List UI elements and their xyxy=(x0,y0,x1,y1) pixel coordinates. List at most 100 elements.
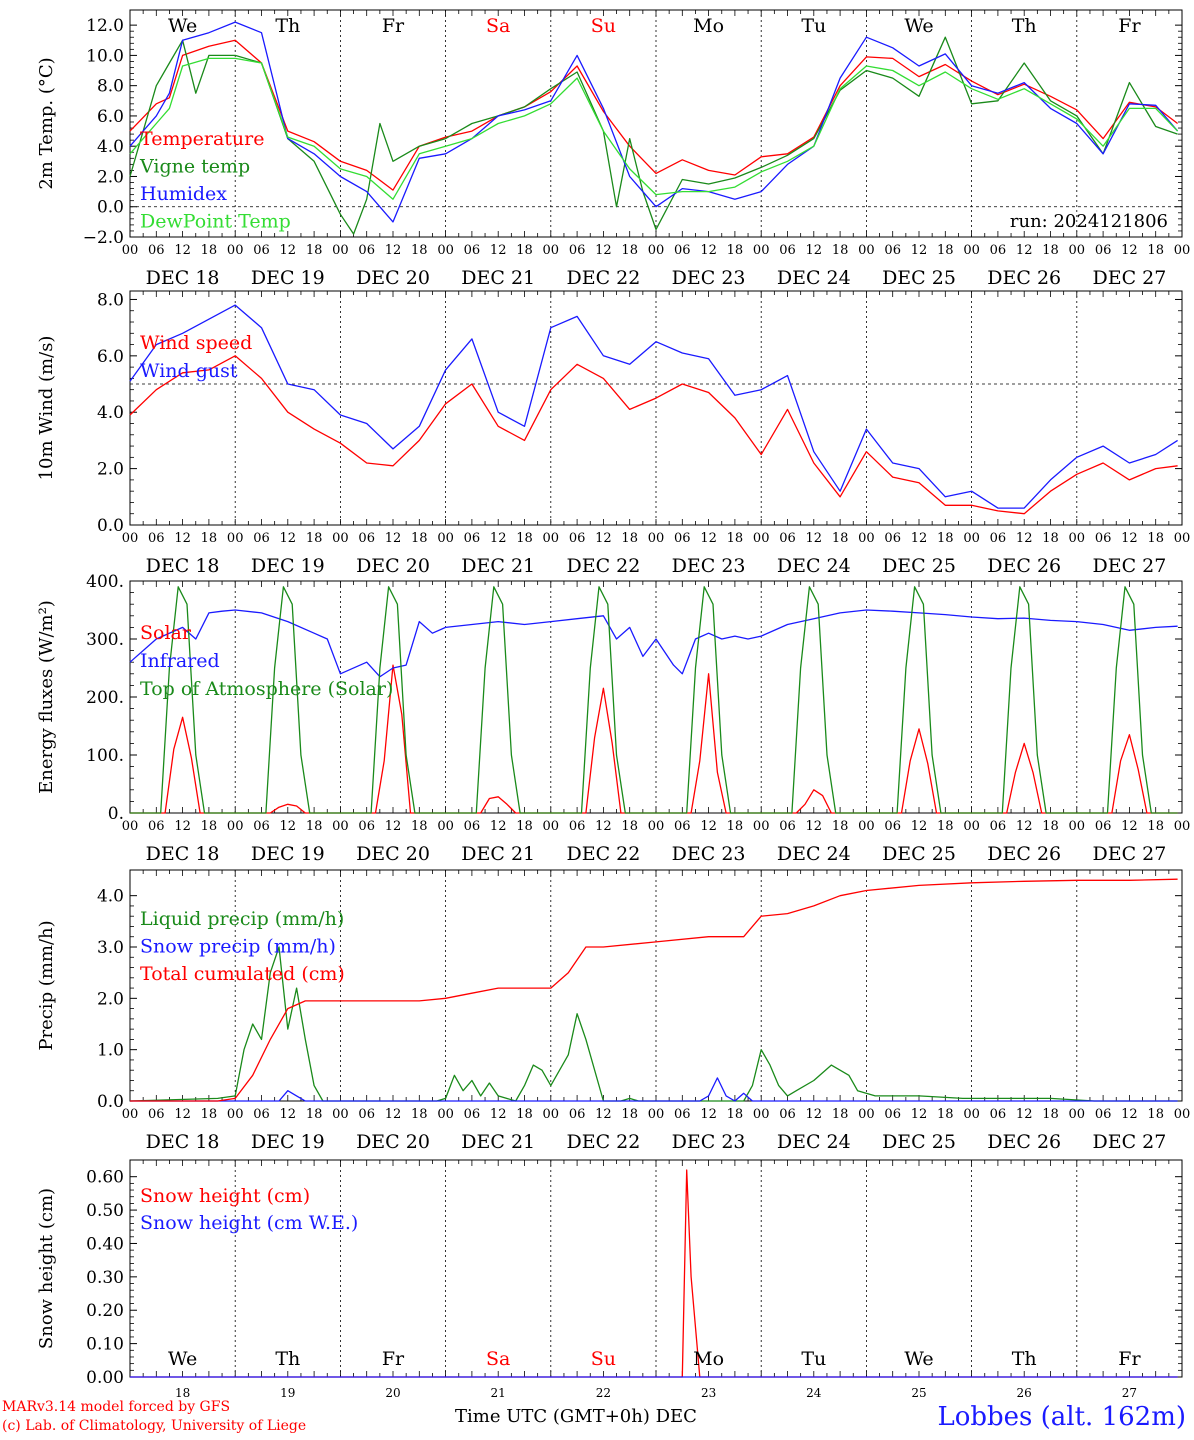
hour-tick-label: 00 xyxy=(648,1107,665,1122)
date-label: DEC 23 xyxy=(672,843,746,865)
hour-tick-label: 00 xyxy=(227,243,244,258)
y-tick-label: 2.0 xyxy=(97,460,124,480)
y-tick-label: 0.40 xyxy=(86,1234,124,1254)
hour-tick-label: 12 xyxy=(1016,243,1033,258)
hour-tick-label: 06 xyxy=(464,1107,481,1122)
panel-3: 0. 100. 200. 300. 400. Energy fluxes (W/m²) So… xyxy=(36,572,1190,865)
hour-tick-label: 18 xyxy=(937,243,954,258)
y-tick-label: 8.0 xyxy=(97,290,124,310)
day-number-label: 18 xyxy=(175,1386,190,1400)
legend-entry: Snow precip (mm/h) xyxy=(140,936,336,958)
date-label: DEC 24 xyxy=(777,267,851,289)
date-label: DEC 21 xyxy=(461,843,535,865)
weekday-label: Mo xyxy=(693,1348,724,1370)
hour-tick-label: 06 xyxy=(464,819,481,834)
hour-tick-label: 18 xyxy=(1147,1107,1164,1122)
weekday-label: Tu xyxy=(801,15,826,37)
hour-tick-label: 00 xyxy=(332,243,349,258)
hour-tick-label: 12 xyxy=(1016,531,1033,546)
date-label: DEC 25 xyxy=(882,1131,956,1153)
hour-tick-label: 00 xyxy=(1069,243,1086,258)
hour-tick-label: 06 xyxy=(358,1107,375,1122)
hour-tick-label: 18 xyxy=(727,1107,744,1122)
y-tick-label: 400. xyxy=(86,572,124,592)
hour-tick-label: 00 xyxy=(1174,1107,1191,1122)
run-label: run: 2024121806 xyxy=(1010,211,1168,232)
date-label: DEC 27 xyxy=(1092,1131,1166,1153)
hour-tick-label: 18 xyxy=(621,531,638,546)
hour-tick-label: 12 xyxy=(1016,819,1033,834)
hour-tick-label: 06 xyxy=(884,531,901,546)
y-tick-label: 10.0 xyxy=(86,46,124,66)
hour-tick-label: 00 xyxy=(543,819,560,834)
hour-tick-label: 18 xyxy=(306,819,323,834)
hour-tick-label: 00 xyxy=(1174,243,1191,258)
hour-tick-label: 12 xyxy=(385,531,402,546)
hour-tick-label: 12 xyxy=(595,1107,612,1122)
hour-tick-label: 12 xyxy=(280,531,297,546)
hour-tick-label: 12 xyxy=(1121,1107,1138,1122)
weekday-label: Fr xyxy=(1118,15,1141,37)
weekday-label: Fr xyxy=(382,1348,405,1370)
date-label: DEC 26 xyxy=(987,1131,1061,1153)
hour-tick-label: 06 xyxy=(990,1107,1007,1122)
legend-entry: Total cumulated (cm) xyxy=(140,963,345,985)
date-label: DEC 20 xyxy=(356,1131,430,1153)
legend-entry: Solar xyxy=(140,622,192,644)
date-label: DEC 23 xyxy=(672,555,746,577)
weekday-label: Mo xyxy=(693,15,724,37)
hour-tick-label: 00 xyxy=(332,819,349,834)
y-tick-label: 0.00 xyxy=(86,1368,124,1388)
weekday-label: Th xyxy=(275,1348,300,1370)
legend-entry: Top of Atmosphere (Solar) xyxy=(140,678,393,700)
hour-tick-label: 06 xyxy=(148,819,165,834)
date-label: DEC 24 xyxy=(777,843,851,865)
series-line xyxy=(130,586,1178,814)
hour-tick-label: 18 xyxy=(201,1107,218,1122)
legend-entry: Wind gust xyxy=(140,360,238,382)
hour-tick-label: 00 xyxy=(227,531,244,546)
hour-tick-label: 12 xyxy=(806,243,823,258)
hour-tick-label: 06 xyxy=(674,1107,691,1122)
hour-tick-label: 00 xyxy=(858,243,875,258)
hour-tick-label: 00 xyxy=(648,243,665,258)
date-label: DEC 20 xyxy=(356,843,430,865)
series-line xyxy=(129,57,1179,200)
hour-tick-label: 06 xyxy=(569,1107,586,1122)
hour-tick-label: 00 xyxy=(122,531,139,546)
hour-tick-label: 06 xyxy=(148,243,165,258)
hour-tick-label: 00 xyxy=(122,243,139,258)
hour-tick-label: 12 xyxy=(1016,1107,1033,1122)
date-label: DEC 20 xyxy=(356,267,430,289)
hour-tick-label: 00 xyxy=(1069,819,1086,834)
hour-tick-label: 00 xyxy=(753,531,770,546)
series-line xyxy=(129,39,1178,191)
series-line xyxy=(130,878,1178,1102)
hour-tick-label: 06 xyxy=(674,531,691,546)
hour-tick-label: 06 xyxy=(1095,531,1112,546)
hour-tick-label: 06 xyxy=(253,819,270,834)
hour-tick-label: 00 xyxy=(753,1107,770,1122)
y-tick-label: 2.0 xyxy=(97,989,124,1009)
hour-tick-label: 12 xyxy=(700,531,717,546)
hour-tick-label: 00 xyxy=(437,531,454,546)
date-label: DEC 26 xyxy=(987,555,1061,577)
day-number-label: 24 xyxy=(806,1386,822,1400)
date-label: DEC 23 xyxy=(672,1131,746,1153)
hour-tick-label: 00 xyxy=(858,1107,875,1122)
date-label: DEC 18 xyxy=(146,843,220,865)
hour-tick-label: 00 xyxy=(648,819,665,834)
hour-tick-label: 00 xyxy=(122,1107,139,1122)
hour-tick-label: 06 xyxy=(358,819,375,834)
hour-tick-label: 18 xyxy=(306,1107,323,1122)
legend-entry: Infrared xyxy=(140,650,220,672)
hour-tick-label: 12 xyxy=(911,531,928,546)
hour-tick-label: 06 xyxy=(253,1107,270,1122)
y-tick-label: 0. xyxy=(108,804,124,824)
hour-tick-label: 12 xyxy=(1121,531,1138,546)
station-name: Lobbes (alt. 162m) xyxy=(937,1402,1186,1432)
legend-entry: Snow height (cm) xyxy=(140,1185,310,1207)
hour-tick-label: 06 xyxy=(464,531,481,546)
y-tick-label: 4.0 xyxy=(97,403,124,423)
hour-tick-label: 00 xyxy=(753,243,770,258)
